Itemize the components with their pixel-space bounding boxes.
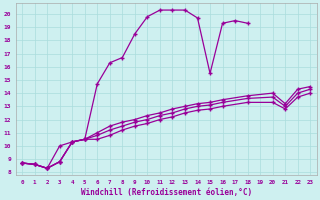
X-axis label: Windchill (Refroidissement éolien,°C): Windchill (Refroidissement éolien,°C): [81, 188, 252, 197]
